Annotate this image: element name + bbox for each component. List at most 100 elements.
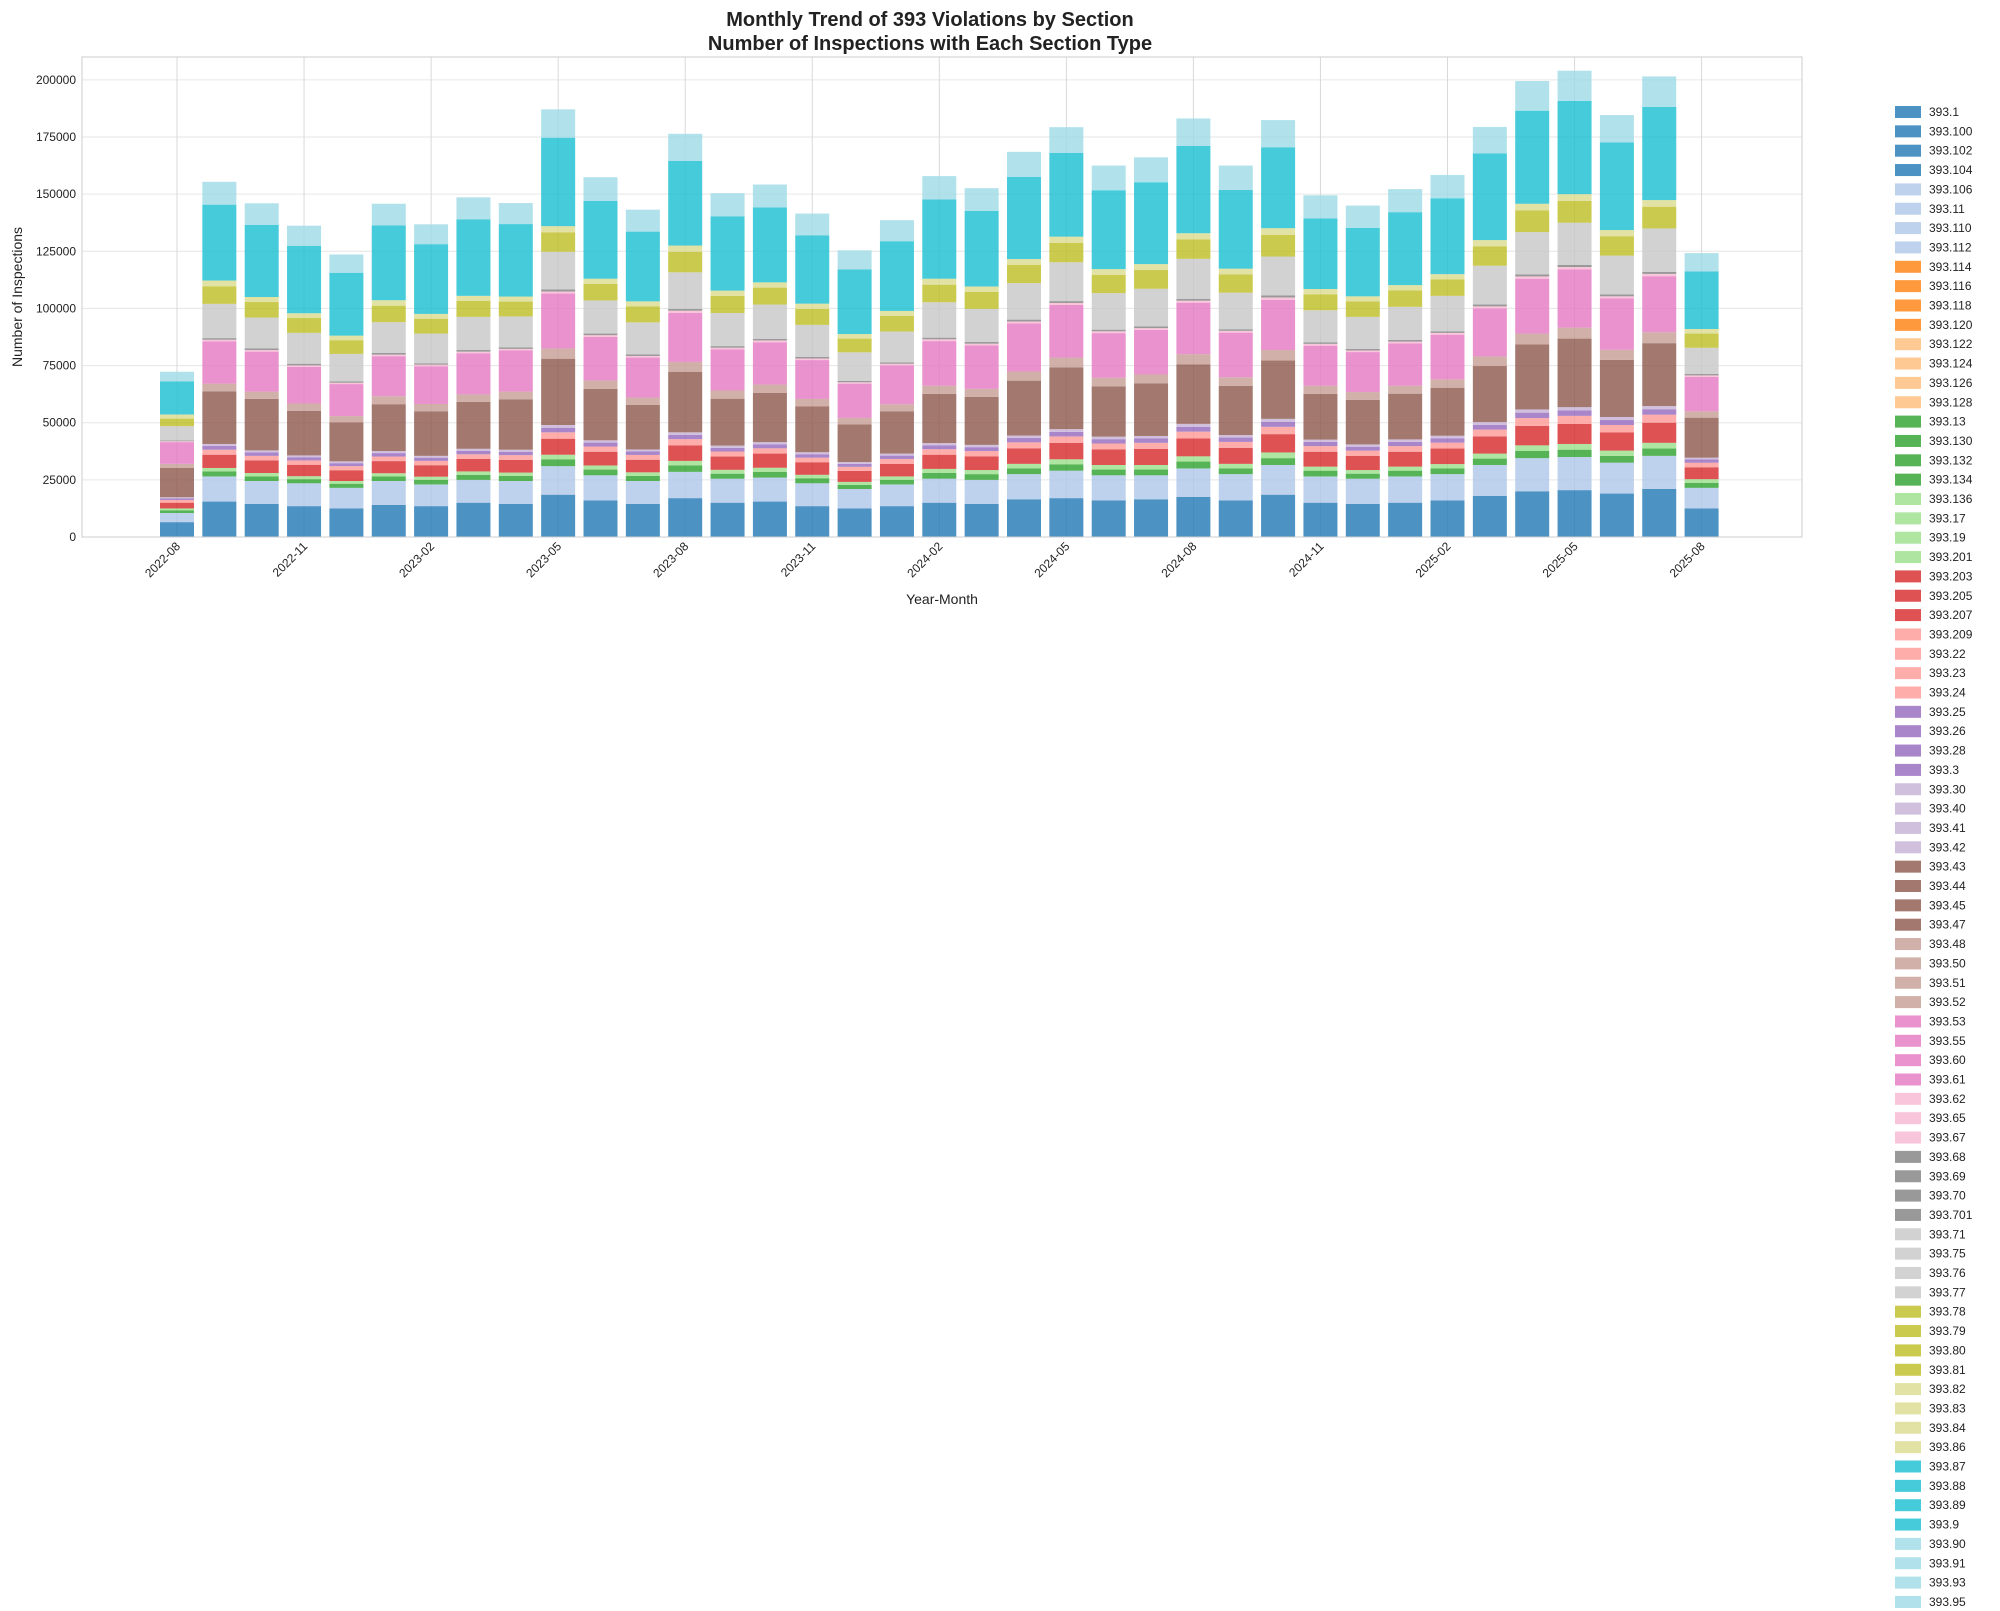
bar-segment [1684, 459, 1719, 463]
y-tick-label: 150000 [36, 187, 76, 201]
bar-segment [1430, 174, 1465, 199]
bar-segment [1642, 406, 1677, 410]
bar-segment [1303, 502, 1338, 537]
bar-segment [1515, 425, 1550, 446]
bar-segment [1684, 462, 1719, 468]
legend-label: 393.50 [1929, 956, 1966, 970]
bar-segment [287, 410, 322, 456]
bar-segment [1091, 439, 1126, 444]
bar-segment [371, 396, 406, 405]
bar-segment [668, 133, 703, 161]
bar-segment [456, 502, 491, 537]
bar-segment [1303, 195, 1338, 219]
x-tick-label: 2025-05 [1540, 539, 1581, 580]
bar-segment [795, 452, 830, 455]
bar-segment [1261, 297, 1296, 300]
bar-segment [414, 465, 449, 477]
bar-segment [1430, 331, 1465, 333]
legend-swatch [1895, 473, 1921, 486]
bar-segment [1388, 470, 1423, 477]
bar-segment [583, 465, 618, 470]
bar-segment [1091, 165, 1126, 191]
y-tick-label: 100000 [36, 301, 76, 315]
bar-segment [371, 505, 406, 537]
bar-segment [160, 381, 194, 415]
bar-segment [1091, 386, 1126, 437]
legend-label: 393.67 [1929, 1131, 1966, 1145]
legend-swatch [1895, 1557, 1921, 1570]
y-tick-label: 200000 [36, 73, 76, 87]
bar-segment [922, 454, 957, 469]
bar-segment [1599, 230, 1634, 237]
bar-segment [964, 503, 999, 537]
bar-segment [922, 341, 957, 386]
bar-segment [1261, 426, 1296, 435]
bar-segment [498, 316, 533, 348]
bar-segment [1261, 120, 1296, 148]
bar-segment [837, 382, 872, 384]
bar-segment [1388, 441, 1423, 447]
bar-segment [541, 232, 576, 252]
bar-segment [837, 334, 872, 339]
bar-segment [160, 442, 194, 464]
bar-segment [752, 340, 787, 343]
bar-segment [837, 484, 872, 489]
legend-label: 393.24 [1929, 686, 1966, 700]
bar-segment [1684, 271, 1719, 329]
bar-segment [371, 461, 406, 474]
bar-segment [329, 470, 364, 481]
bar-segment [1599, 294, 1634, 297]
bar-segment [541, 289, 576, 292]
y-tick-label: 175000 [36, 130, 76, 144]
bar-segment [1557, 423, 1592, 444]
bar-segment [1091, 436, 1126, 440]
bar-segment [1642, 455, 1677, 489]
legend-label: 393.19 [1929, 531, 1966, 545]
bar-segment [244, 481, 279, 504]
legend-label: 393.95 [1929, 1595, 1966, 1609]
legend-swatch [1895, 1537, 1921, 1550]
bar-segment [752, 448, 787, 454]
bar-segment [541, 432, 576, 439]
bar-segment [1176, 298, 1211, 301]
bar-segment [1091, 443, 1126, 450]
bar-segment [541, 427, 576, 433]
bar-segment [1345, 478, 1380, 504]
bar-segment [964, 308, 999, 343]
bar-segment [244, 391, 279, 399]
bar-segment [1303, 385, 1338, 394]
bar-segment [498, 451, 533, 456]
bar-segment [414, 479, 449, 485]
bar-segment [837, 380, 872, 383]
x-tick-label: 2023-02 [396, 539, 437, 580]
bar-segment [1091, 329, 1126, 332]
legend-swatch [1895, 1518, 1921, 1531]
bar-segment [1684, 417, 1719, 458]
bar-segment [1557, 70, 1592, 101]
bar-segment [1557, 267, 1592, 270]
bar-segment [922, 473, 957, 479]
legend-label: 393.69 [1929, 1169, 1966, 1183]
legend-swatch [1895, 996, 1921, 1009]
bar-segment [1007, 448, 1041, 464]
bar-segment [456, 458, 491, 472]
bar-segment [1218, 329, 1253, 331]
bar-segment [1176, 426, 1211, 432]
bar-segment [1176, 468, 1211, 497]
bar-segment [1388, 306, 1423, 340]
bar-segment [752, 384, 787, 393]
bar-segment [837, 383, 872, 418]
bar-segment [795, 235, 830, 304]
bar-segment [1134, 329, 1169, 375]
x-tick-label: 2023-11 [778, 539, 819, 580]
bar-segment [752, 471, 787, 478]
bar-segment [879, 453, 914, 456]
bar-segment [583, 451, 618, 466]
bar-segment [1684, 253, 1719, 272]
bar-segment [1557, 100, 1592, 195]
bar-segment [922, 445, 957, 450]
bar-segment [1091, 377, 1126, 387]
legend-swatch [1895, 125, 1921, 138]
bar-segment [498, 399, 533, 450]
legend: 393.1 393.100 393.102 393.104 393.106 393.11 3… [1895, 105, 1973, 1609]
